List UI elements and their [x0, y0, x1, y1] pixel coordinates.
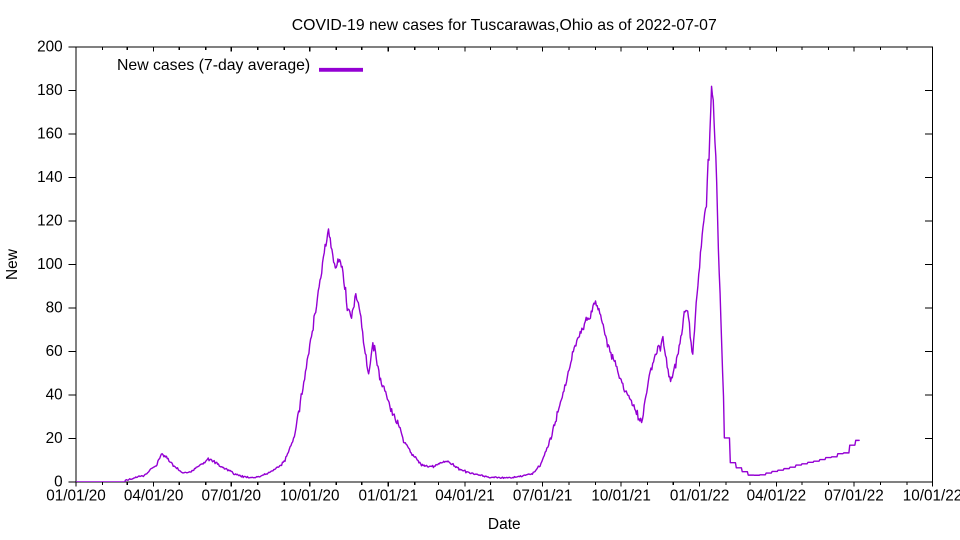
- svg-text:Date: Date: [488, 516, 521, 533]
- svg-text:160: 160: [37, 126, 63, 143]
- svg-text:New: New: [4, 248, 21, 280]
- svg-text:180: 180: [37, 82, 63, 99]
- svg-text:10/01/21: 10/01/21: [591, 487, 651, 504]
- svg-text:200: 200: [37, 39, 63, 56]
- svg-text:60: 60: [46, 343, 63, 360]
- svg-text:07/01/20: 07/01/20: [201, 487, 261, 504]
- svg-text:04/01/21: 04/01/21: [435, 487, 495, 504]
- svg-text:07/01/21: 07/01/21: [513, 487, 573, 504]
- svg-text:80: 80: [46, 300, 63, 317]
- svg-text:04/01/20: 04/01/20: [124, 487, 184, 504]
- svg-text:COVID-19 new cases for Tuscara: COVID-19 new cases for Tuscarawas,Ohio a…: [292, 17, 717, 34]
- svg-text:10/01/20: 10/01/20: [280, 487, 340, 504]
- svg-text:0: 0: [54, 474, 63, 491]
- svg-text:120: 120: [37, 213, 63, 230]
- svg-text:01/01/22: 01/01/22: [670, 487, 730, 504]
- svg-text:10/01/22: 10/01/22: [903, 487, 960, 504]
- svg-text:100: 100: [37, 256, 63, 273]
- svg-text:40: 40: [46, 387, 63, 404]
- svg-text:04/01/22: 04/01/22: [747, 487, 807, 504]
- svg-text:01/01/21: 01/01/21: [358, 487, 418, 504]
- svg-text:20: 20: [46, 430, 63, 447]
- svg-text:140: 140: [37, 169, 63, 186]
- svg-text:New cases (7-day average): New cases (7-day average): [117, 57, 310, 74]
- svg-text:07/01/22: 07/01/22: [824, 487, 884, 504]
